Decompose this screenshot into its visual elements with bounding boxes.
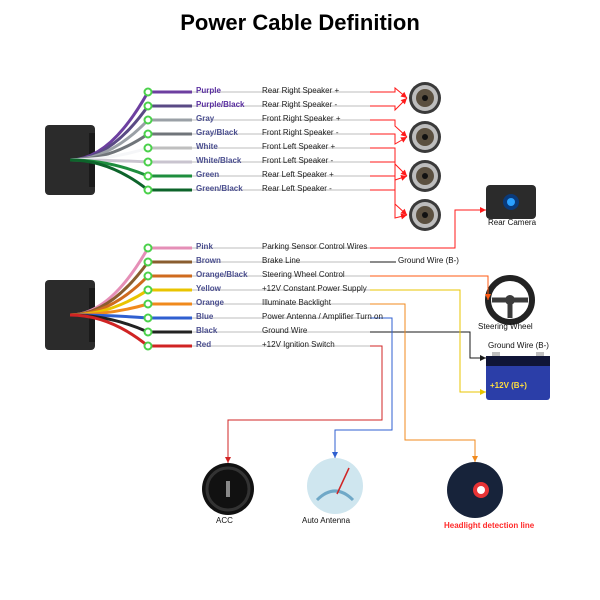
battery-label: +12V (B+)	[490, 382, 527, 391]
steering-wheel-label: Steering Wheel	[478, 322, 533, 331]
wire-function-label: Rear Left Speaker -	[262, 184, 332, 193]
wire-color-label: Yellow	[196, 284, 221, 293]
wire-function-label: +12V Ignition Switch	[262, 340, 335, 349]
rear-camera-label: Rear Camera	[488, 218, 536, 227]
wire-function-label: Rear Right Speaker +	[262, 86, 339, 95]
ground-label: Ground Wire (B-)	[398, 256, 459, 265]
wire-color-label: Red	[196, 340, 211, 349]
wire-function-label: Front Right Speaker +	[262, 114, 340, 123]
wire-color-label: White/Black	[196, 156, 241, 165]
wire-color-label: Brown	[196, 256, 221, 265]
wire-color-label: Gray/Black	[196, 128, 238, 137]
wire-color-label: Pink	[196, 242, 213, 251]
wire-color-label: Gray	[196, 114, 214, 123]
wire-function-label: Front Left Speaker -	[262, 156, 333, 165]
wire-color-label: Purple	[196, 86, 221, 95]
wire-function-label: Rear Left Speaker +	[262, 170, 334, 179]
wire-color-label: Green	[196, 170, 219, 179]
wire-function-label: Power Antenna / Amplifier Turn on	[262, 312, 383, 321]
wire-color-label: Orange/Black	[196, 270, 248, 279]
wire-function-label: Ground Wire	[262, 326, 307, 335]
acc-label: ACC	[216, 516, 233, 525]
ground-label: Ground Wire (B-)	[488, 341, 549, 350]
wire-color-label: Blue	[196, 312, 213, 321]
wire-color-label: Orange	[196, 298, 224, 307]
auto-antenna-icon	[307, 458, 363, 514]
wire-function-label: Front Left Speaker +	[262, 142, 335, 151]
wire-color-label: White	[196, 142, 218, 151]
wire-color-label: Purple/Black	[196, 100, 244, 109]
wire-function-label: Rear Right Speaker -	[262, 100, 337, 109]
wire-function-label: Steering Wheel Control	[262, 270, 345, 279]
wire-color-label: Black	[196, 326, 217, 335]
wire-function-label: Brake Line	[262, 256, 300, 265]
auto-antenna-label: Auto Antenna	[302, 516, 350, 525]
wire-function-label: Front Right Speaker -	[262, 128, 338, 137]
wire-function-label: Illuminate Backlight	[262, 298, 331, 307]
headlight-label: Headlight detection line	[444, 522, 524, 531]
wire-color-label: Green/Black	[196, 184, 243, 193]
wire-function-label: +12V Constant Power Supply	[262, 284, 367, 293]
wire-function-label: Parking Sensor Control Wires	[262, 242, 367, 251]
